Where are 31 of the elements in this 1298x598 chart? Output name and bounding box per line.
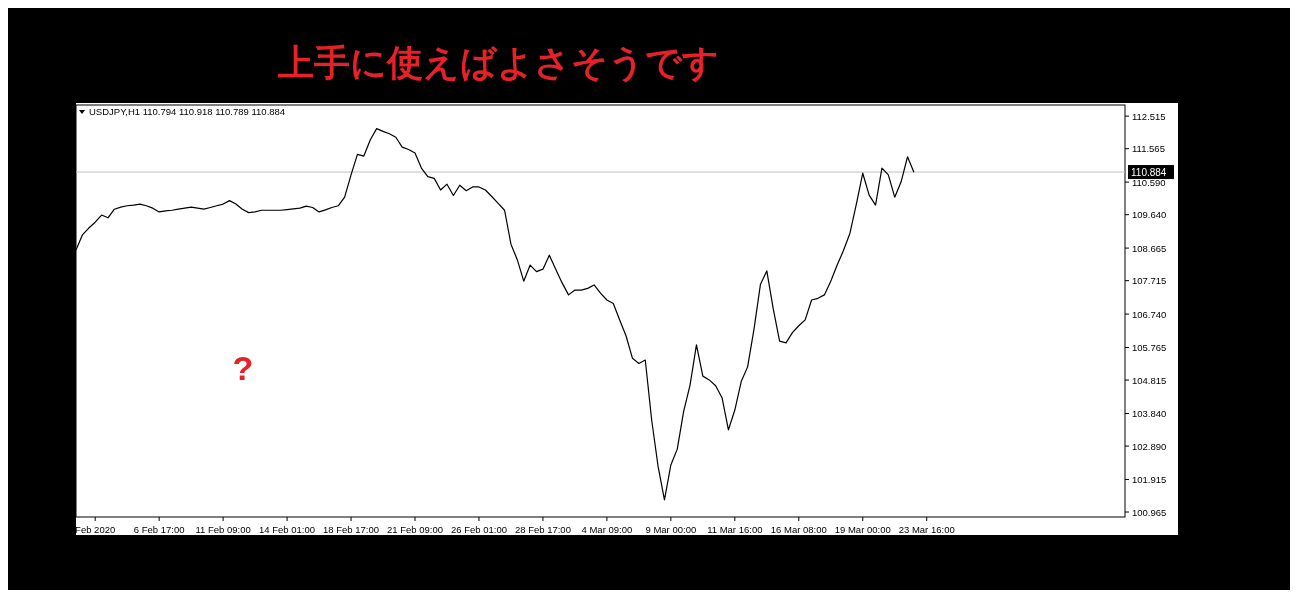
y-tick-label: 110.590 xyxy=(1132,176,1166,188)
y-tick-label: 105.765 xyxy=(1132,342,1167,353)
annotation: ? xyxy=(232,349,254,387)
x-tick-label: 28 Feb 17:00 xyxy=(514,524,571,535)
x-tick-label: 26 Feb 01:00 xyxy=(450,524,507,535)
x-tick-label: 14 Feb 01:00 xyxy=(259,524,316,535)
y-tick-label: 102.890 xyxy=(1132,440,1167,452)
y-tick-label: 112.515 xyxy=(1132,110,1166,122)
y-tick-label: 104.815 xyxy=(1132,374,1167,386)
y-tick-label: 107.715 xyxy=(1132,275,1167,287)
y-tick-label: 101.915 xyxy=(1132,473,1167,485)
x-tick-label: 19 Mar 00:00 xyxy=(834,524,891,535)
y-tick-label: 106.740 xyxy=(1132,308,1167,320)
chart-title: 上手に使えばよさそうです xyxy=(277,42,719,83)
x-tick-label: 11 Mar 16:00 xyxy=(707,524,763,535)
y-tick-label: 108.665 xyxy=(1132,242,1167,254)
y-tick-label: 109.640 xyxy=(1132,209,1167,221)
x-tick-label: 11 Feb 09:00 xyxy=(195,524,251,535)
y-tick-label: 111.565 xyxy=(1132,143,1165,155)
ref-line-label: 110.884 xyxy=(1131,167,1167,179)
x-tick-label: 21 Feb 09:00 xyxy=(387,524,444,535)
x-tick-label: Feb 2020 xyxy=(75,524,116,535)
x-tick-label: 16 Mar 08:00 xyxy=(770,524,827,535)
x-tick-label: 4 Mar 09:00 xyxy=(581,524,633,535)
x-tick-label: 23 Mar 16:00 xyxy=(898,524,955,535)
x-tick-label: 9 Mar 00:00 xyxy=(645,524,697,535)
y-tick-label: 103.840 xyxy=(1132,407,1167,419)
x-tick-label: 6 Feb 17:00 xyxy=(133,524,185,535)
chart-subtitle: USDJPY,H1 110.794 110.918 110.789 110.884 xyxy=(89,106,286,117)
y-tick-label: 100.965 xyxy=(1132,506,1167,518)
x-tick-label: 18 Feb 17:00 xyxy=(323,524,380,535)
